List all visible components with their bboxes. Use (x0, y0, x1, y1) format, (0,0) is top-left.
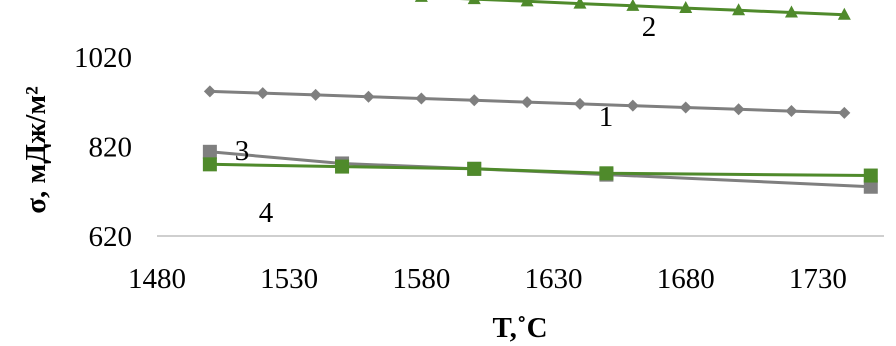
data-point (335, 159, 350, 174)
plot-area (202, 0, 878, 194)
data-point (626, 99, 639, 112)
x-tick-label: 1730 (789, 263, 847, 295)
y-tick-label: 620 (89, 221, 133, 253)
data-point (256, 87, 269, 100)
data-point (521, 96, 534, 109)
y-tick-label: 820 (89, 131, 133, 163)
data-point (202, 157, 217, 172)
data-point (732, 103, 745, 116)
data-point (362, 90, 375, 103)
data-point (520, 0, 534, 7)
series-1 (203, 85, 851, 119)
y-axis-title: σ, мДж/м² (20, 86, 52, 214)
x-tick-label: 1630 (525, 263, 583, 295)
series-2 (414, 0, 851, 20)
data-point (679, 101, 692, 114)
data-point (863, 168, 878, 183)
data-point (599, 166, 614, 181)
series-line (209, 150, 871, 189)
data-point (679, 1, 693, 14)
x-tick-label: 1480 (128, 263, 186, 295)
data-point (414, 0, 428, 2)
data-point (202, 144, 217, 159)
y-tick-label: 1020 (74, 42, 132, 74)
tick-labels: 1480 1530 1580 1630 1680 1730 620 820 1020 (74, 42, 847, 295)
data-point (732, 3, 746, 16)
data-point (309, 88, 322, 101)
curve-labels: 1 2 34 (235, 11, 657, 229)
data-point (203, 85, 216, 98)
data-point (785, 105, 798, 118)
series-line (209, 162, 871, 177)
curve-label-3: 3 (235, 135, 250, 167)
data-point (573, 0, 587, 9)
series-4 (202, 157, 878, 183)
x-tick-label: 1580 (392, 263, 450, 295)
series-3 (202, 144, 878, 194)
x-tick-label: 1680 (657, 263, 715, 295)
curve-label-4: 4 (259, 197, 274, 229)
data-point (837, 7, 851, 20)
x-axis-title: T,˚C (492, 312, 547, 344)
data-point (468, 94, 481, 107)
curve-label-1: 1 (599, 101, 614, 133)
data-point (467, 0, 481, 5)
data-point (863, 179, 878, 194)
data-point (415, 92, 428, 105)
data-point (573, 97, 586, 110)
data-point (784, 5, 798, 18)
data-point (467, 161, 482, 176)
data-point (838, 106, 851, 119)
data-point (626, 0, 640, 11)
x-tick-label: 1530 (260, 263, 318, 295)
curve-label-2: 2 (642, 11, 657, 43)
